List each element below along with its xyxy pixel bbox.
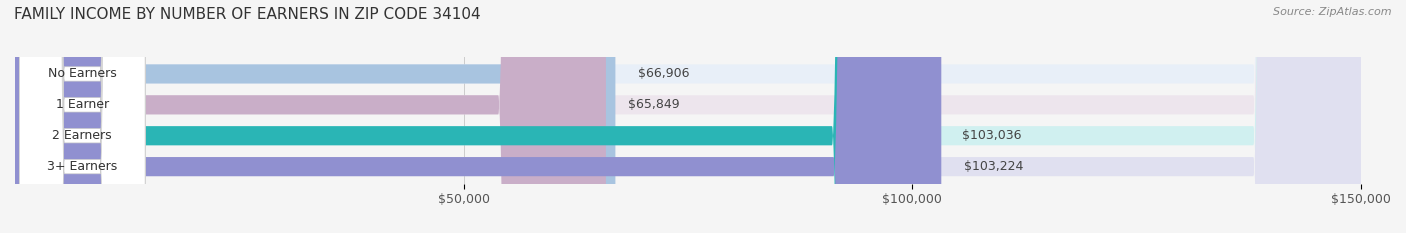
Text: $65,849: $65,849 xyxy=(628,98,681,111)
FancyBboxPatch shape xyxy=(15,0,606,233)
FancyBboxPatch shape xyxy=(15,0,1361,233)
Text: $103,224: $103,224 xyxy=(963,160,1024,173)
Text: $66,906: $66,906 xyxy=(638,67,689,80)
Text: Source: ZipAtlas.com: Source: ZipAtlas.com xyxy=(1274,7,1392,17)
FancyBboxPatch shape xyxy=(15,0,1361,233)
FancyBboxPatch shape xyxy=(15,0,1361,233)
Text: 3+ Earners: 3+ Earners xyxy=(48,160,118,173)
FancyBboxPatch shape xyxy=(15,0,616,233)
FancyBboxPatch shape xyxy=(20,0,145,233)
Text: $103,036: $103,036 xyxy=(962,129,1022,142)
Text: 1 Earner: 1 Earner xyxy=(56,98,108,111)
FancyBboxPatch shape xyxy=(15,0,939,233)
FancyBboxPatch shape xyxy=(15,0,1361,233)
Text: 2 Earners: 2 Earners xyxy=(52,129,112,142)
FancyBboxPatch shape xyxy=(20,0,145,233)
FancyBboxPatch shape xyxy=(20,0,145,233)
FancyBboxPatch shape xyxy=(15,0,941,233)
FancyBboxPatch shape xyxy=(20,0,145,233)
Text: FAMILY INCOME BY NUMBER OF EARNERS IN ZIP CODE 34104: FAMILY INCOME BY NUMBER OF EARNERS IN ZI… xyxy=(14,7,481,22)
Text: No Earners: No Earners xyxy=(48,67,117,80)
